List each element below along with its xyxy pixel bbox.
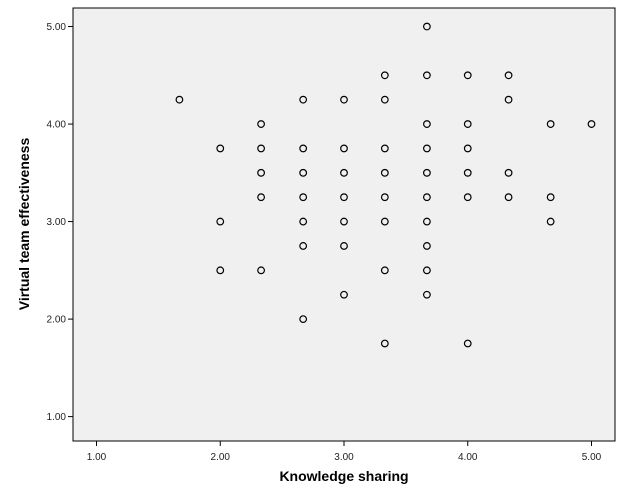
point — [257, 144, 265, 153]
x-tick-label: 4.00 — [458, 452, 478, 463]
point — [463, 144, 472, 153]
point — [546, 193, 555, 202]
point — [423, 266, 431, 275]
point — [504, 71, 513, 80]
x-tick-label: 3.00 — [334, 452, 354, 463]
point — [463, 193, 472, 202]
point — [380, 339, 389, 348]
point — [380, 168, 389, 177]
point — [423, 144, 431, 153]
point — [380, 71, 389, 80]
point — [587, 120, 596, 128]
point — [423, 22, 431, 31]
point — [380, 217, 389, 226]
x-axis-title: Knowledge sharing — [279, 468, 408, 484]
point — [340, 193, 348, 202]
y-tick-label: 2.00 — [47, 315, 67, 326]
point — [504, 168, 513, 177]
point — [299, 315, 308, 323]
point — [463, 339, 472, 348]
y-tick-label: 4.00 — [47, 120, 67, 131]
point — [423, 242, 431, 250]
point — [175, 95, 184, 104]
point — [340, 290, 348, 299]
point — [216, 217, 225, 226]
point — [299, 95, 308, 104]
point — [340, 144, 348, 153]
x-tick-label: 5.00 — [582, 452, 602, 463]
point — [463, 168, 472, 177]
point — [504, 193, 513, 202]
point — [299, 193, 308, 202]
point — [380, 95, 389, 104]
point — [257, 193, 265, 202]
point — [299, 168, 308, 177]
point — [423, 168, 431, 177]
point — [340, 95, 348, 104]
y-tick-label: 3.00 — [47, 217, 67, 228]
point — [340, 168, 348, 177]
point — [380, 193, 389, 202]
point — [546, 217, 555, 226]
point — [423, 193, 431, 202]
x-tick-label: 1.00 — [87, 452, 107, 463]
point — [299, 217, 308, 226]
point — [257, 120, 265, 128]
point — [423, 217, 431, 226]
point — [423, 290, 431, 299]
point — [340, 242, 348, 250]
point — [380, 266, 389, 275]
point — [423, 71, 431, 80]
point — [257, 266, 265, 275]
point — [299, 144, 308, 153]
x-tick-label: 2.00 — [211, 452, 231, 463]
point — [340, 217, 348, 226]
point — [504, 95, 513, 104]
point — [546, 120, 555, 128]
point — [423, 120, 431, 128]
point — [216, 266, 225, 275]
point — [463, 71, 472, 80]
y-axis-title: Virtual team effectiveness — [16, 138, 32, 311]
point — [463, 120, 472, 128]
point — [216, 144, 225, 153]
point — [257, 168, 265, 177]
y-tick-label: 1.00 — [47, 412, 67, 423]
y-tick-label: 5.00 — [47, 22, 67, 33]
point — [380, 144, 389, 153]
point — [299, 242, 308, 250]
